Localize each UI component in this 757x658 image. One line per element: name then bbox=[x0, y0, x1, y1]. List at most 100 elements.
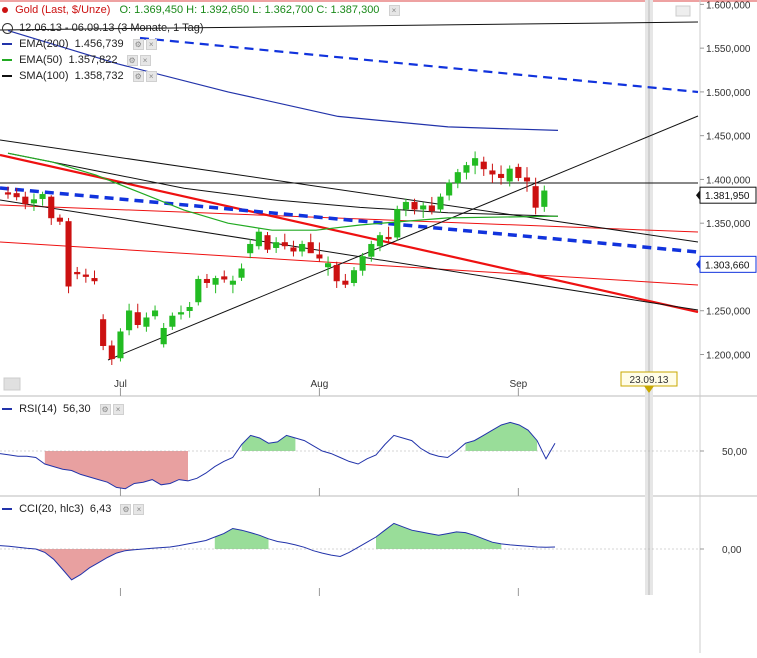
candle-body bbox=[385, 236, 392, 240]
candle-body bbox=[506, 168, 513, 182]
trendline-black-lower bbox=[0, 199, 699, 311]
candle-body bbox=[126, 310, 133, 331]
candle-body bbox=[56, 217, 63, 222]
candle-body bbox=[463, 165, 470, 173]
candle-body bbox=[169, 315, 176, 327]
candle-body bbox=[91, 278, 98, 282]
sma100-legend: SMA(100) 1.358,732 ⚙ × bbox=[2, 70, 159, 83]
candle-body bbox=[203, 278, 210, 283]
rsi-fill bbox=[465, 422, 538, 451]
candle-body bbox=[221, 276, 228, 280]
sma100-value: 1.358,732 bbox=[74, 70, 124, 82]
candle-body bbox=[195, 278, 202, 303]
candle-body bbox=[498, 173, 505, 178]
instrument-color-icon bbox=[2, 7, 8, 14]
candle-body bbox=[186, 306, 193, 311]
candle-body bbox=[480, 161, 487, 170]
y-tick-label: 1.250,000 bbox=[706, 307, 751, 318]
candle-body bbox=[411, 201, 418, 210]
settings-icon[interactable]: ⚙ bbox=[126, 55, 138, 67]
candle-body bbox=[350, 270, 358, 283]
cci-line bbox=[0, 522, 556, 581]
settings-icon[interactable]: ⚙ bbox=[132, 39, 144, 51]
close-icon[interactable]: × bbox=[139, 55, 151, 67]
candle-body bbox=[359, 256, 366, 271]
candle-body bbox=[515, 166, 522, 178]
settings-icon[interactable]: ⚙ bbox=[120, 504, 132, 516]
settings-icon[interactable]: ⚙ bbox=[132, 71, 144, 83]
date-range: 12.06.13 - 06.09.13 (3 Monate, 1 Tag) bbox=[19, 22, 204, 34]
trendline-red-thin bbox=[0, 241, 699, 286]
price-label-arrow bbox=[696, 190, 700, 201]
candle-body bbox=[160, 327, 167, 345]
x-tick-label: Aug bbox=[311, 379, 329, 390]
close-icon[interactable]: × bbox=[133, 504, 145, 516]
trendline-red-main bbox=[0, 153, 699, 314]
price-label-text: 1.303,660 bbox=[705, 260, 750, 271]
candle-body bbox=[264, 235, 271, 250]
rsi-value: 56,30 bbox=[63, 403, 91, 415]
candle-body bbox=[316, 254, 323, 259]
candle-body bbox=[13, 193, 20, 198]
candle-body bbox=[428, 205, 435, 212]
cci-fill bbox=[35, 549, 135, 580]
settings-icon[interactable]: ⚙ bbox=[99, 404, 111, 416]
ema50-label: EMA(50) bbox=[19, 54, 63, 66]
candle-body bbox=[273, 242, 280, 248]
candle-body bbox=[143, 317, 150, 327]
candle-body bbox=[299, 243, 306, 252]
price-label-arrow bbox=[696, 259, 700, 270]
candle-body bbox=[30, 199, 37, 204]
cci-value: 6,43 bbox=[89, 503, 112, 515]
sma100-line-icon bbox=[2, 75, 12, 78]
close-icon[interactable]: × bbox=[145, 71, 157, 83]
candle-body bbox=[290, 247, 297, 252]
candle-body bbox=[368, 243, 375, 257]
close-icon[interactable]: × bbox=[145, 39, 157, 51]
candle-body bbox=[48, 196, 55, 219]
ema50-line-icon bbox=[2, 59, 12, 62]
y-tick-label: 1.400,000 bbox=[706, 175, 751, 186]
instrument-label: Gold (Last, $/Unze) bbox=[15, 4, 111, 16]
trendline-blue-dashed bbox=[0, 186, 699, 254]
candle-body bbox=[342, 280, 349, 285]
rsi-y-tick-label: 50,00 bbox=[722, 447, 747, 458]
y-tick-label: 1.600,000 bbox=[706, 0, 751, 11]
date-marker-text: 23.09.13 bbox=[630, 375, 669, 386]
cci-legend: CCI(20, hlc3) 6,43 ⚙ × bbox=[2, 503, 146, 516]
candle-body bbox=[65, 221, 72, 287]
candle-body bbox=[255, 231, 262, 247]
candle-body bbox=[238, 268, 245, 278]
candle-body bbox=[22, 196, 29, 205]
y-tick-label: 1.500,000 bbox=[706, 88, 751, 99]
close-icon[interactable]: × bbox=[388, 5, 400, 17]
ema200-value: 1.456,739 bbox=[74, 38, 124, 50]
candle-body bbox=[281, 242, 288, 247]
y-tick-label: 1.550,000 bbox=[706, 44, 751, 55]
x-tick-label: Jul bbox=[114, 379, 127, 390]
trendline-black-top bbox=[0, 21, 699, 31]
close-icon[interactable]: × bbox=[112, 404, 124, 416]
ema50-line bbox=[7, 152, 559, 231]
price-label: 1.381,950 bbox=[696, 186, 757, 204]
range-legend: 12.06.13 - 06.09.13 (3 Monate, 1 Tag) bbox=[2, 22, 204, 34]
candle-body bbox=[541, 190, 548, 207]
candle-body bbox=[74, 271, 81, 275]
candle-body bbox=[134, 312, 141, 325]
rsi-line-icon bbox=[2, 408, 12, 411]
candle-body bbox=[489, 170, 496, 175]
candle-body bbox=[523, 177, 531, 182]
date-marker-label: 23.09.13 bbox=[620, 371, 678, 393]
candle-body bbox=[82, 274, 89, 277]
y-tick-label: 1.450,000 bbox=[706, 132, 751, 143]
trendline-black-upper bbox=[0, 139, 699, 243]
candle-body bbox=[212, 278, 219, 285]
candle-body bbox=[229, 280, 236, 285]
rsi-label: RSI(14) bbox=[19, 403, 57, 415]
ema200-line-icon bbox=[2, 43, 12, 46]
candle-body bbox=[402, 201, 409, 210]
candle-body bbox=[420, 205, 427, 210]
candle-body bbox=[394, 208, 401, 238]
